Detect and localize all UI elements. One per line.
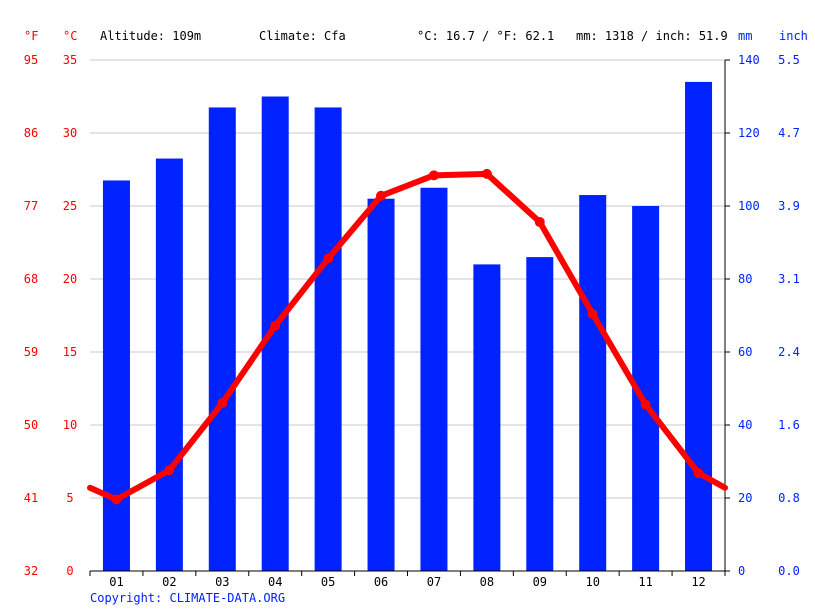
inch-tick-label: 3.9 [778, 199, 800, 213]
annual-precipitation-label: mm: 1318 / inch: 51.9 [576, 29, 728, 43]
fahrenheit-tick-label: 86 [24, 126, 38, 140]
inch-tick-label: 3.1 [778, 272, 800, 286]
mm-tick-label: 140 [738, 53, 760, 67]
temperature-point [217, 398, 228, 409]
fahrenheit-tick-label: 59 [24, 345, 38, 359]
x-tick-label: 02 [162, 575, 176, 589]
temperature-point [164, 465, 175, 476]
average-temperature-label: °C: 16.7 / °F: 62.1 [417, 29, 554, 43]
x-tick-label: 12 [691, 575, 705, 589]
inch-tick-label: 4.7 [778, 126, 800, 140]
precipitation-bar [367, 198, 395, 571]
inch-tick-label: 2.4 [778, 345, 800, 359]
temperature-point [640, 399, 651, 410]
mm-tick-label: 80 [738, 272, 752, 286]
celsius-tick-label: 0 [66, 564, 73, 578]
x-tick-label: 09 [533, 575, 547, 589]
temperature-point [587, 309, 598, 320]
celsius-tick-label: 5 [66, 491, 73, 505]
celsius-tick-label: 35 [63, 53, 77, 67]
temperature-point [323, 253, 334, 264]
x-tick-label: 07 [427, 575, 441, 589]
x-tick-label: 06 [374, 575, 388, 589]
x-tick-label: 11 [638, 575, 652, 589]
mm-tick-label: 100 [738, 199, 760, 213]
mm-unit-label: mm [738, 29, 752, 43]
x-tick-label: 03 [215, 575, 229, 589]
climate-label: Climate: Cfa [259, 29, 346, 43]
precipitation-bar [261, 96, 289, 571]
precipitation-bar [208, 107, 236, 571]
precipitation-bar [155, 158, 183, 572]
copyright-text: Copyright: CLIMATE-DATA.ORG [90, 591, 286, 605]
mm-tick-label: 0 [738, 564, 745, 578]
precipitation-bar [579, 195, 607, 572]
celsius-tick-label: 15 [63, 345, 77, 359]
mm-tick-label: 60 [738, 345, 752, 359]
precipitation-bar [526, 257, 554, 571]
tick-labels: 01 02 03 04 05 06 07 08 09 10 11 120325411050155920… [24, 53, 800, 589]
inch-tick-label: 5.5 [778, 53, 800, 67]
precipitation-bar [420, 187, 448, 571]
gridlines [90, 59, 725, 499]
celsius-unit-label: °C [63, 29, 77, 43]
precipitation-bar [314, 107, 342, 571]
fahrenheit-unit-label: °F [24, 29, 38, 43]
fahrenheit-tick-label: 95 [24, 53, 38, 67]
x-tick-label: 01 [109, 575, 123, 589]
x-tick-label: 10 [585, 575, 599, 589]
x-tick-label: 05 [321, 575, 335, 589]
x-tick-label: 04 [268, 575, 282, 589]
precipitation-bar [685, 81, 713, 572]
fahrenheit-tick-label: 68 [24, 272, 38, 286]
temperature-line-path [87, 170, 728, 503]
fahrenheit-tick-label: 32 [24, 564, 38, 578]
temperature-point [270, 320, 281, 331]
inch-unit-label: inch [779, 29, 808, 43]
temperature-line [87, 168, 728, 505]
temperature-point [428, 170, 439, 181]
temperature-point [693, 468, 704, 479]
celsius-tick-label: 30 [63, 126, 77, 140]
fahrenheit-tick-label: 77 [24, 199, 38, 213]
inch-tick-label: 0.8 [778, 491, 800, 505]
mm-tick-label: 120 [738, 126, 760, 140]
celsius-tick-label: 25 [63, 199, 77, 213]
chart-header: °F °C Altitude: 109m Climate: Cfa °C: 16… [24, 29, 808, 43]
mm-tick-label: 40 [738, 418, 752, 432]
temperature-point [534, 217, 545, 228]
temperature-point [111, 494, 122, 505]
precipitation-bars [102, 81, 713, 572]
altitude-label: Altitude: 109m [100, 29, 201, 43]
celsius-tick-label: 10 [63, 418, 77, 432]
fahrenheit-tick-label: 41 [24, 491, 38, 505]
precipitation-bar [102, 180, 130, 571]
celsius-tick-label: 20 [63, 272, 77, 286]
fahrenheit-tick-label: 50 [24, 418, 38, 432]
temperature-point [376, 190, 387, 201]
mm-tick-label: 20 [738, 491, 752, 505]
inch-tick-label: 0.0 [778, 564, 800, 578]
inch-tick-label: 1.6 [778, 418, 800, 432]
precipitation-bar [473, 264, 501, 571]
temperature-point [481, 168, 492, 179]
x-tick-label: 08 [480, 575, 494, 589]
